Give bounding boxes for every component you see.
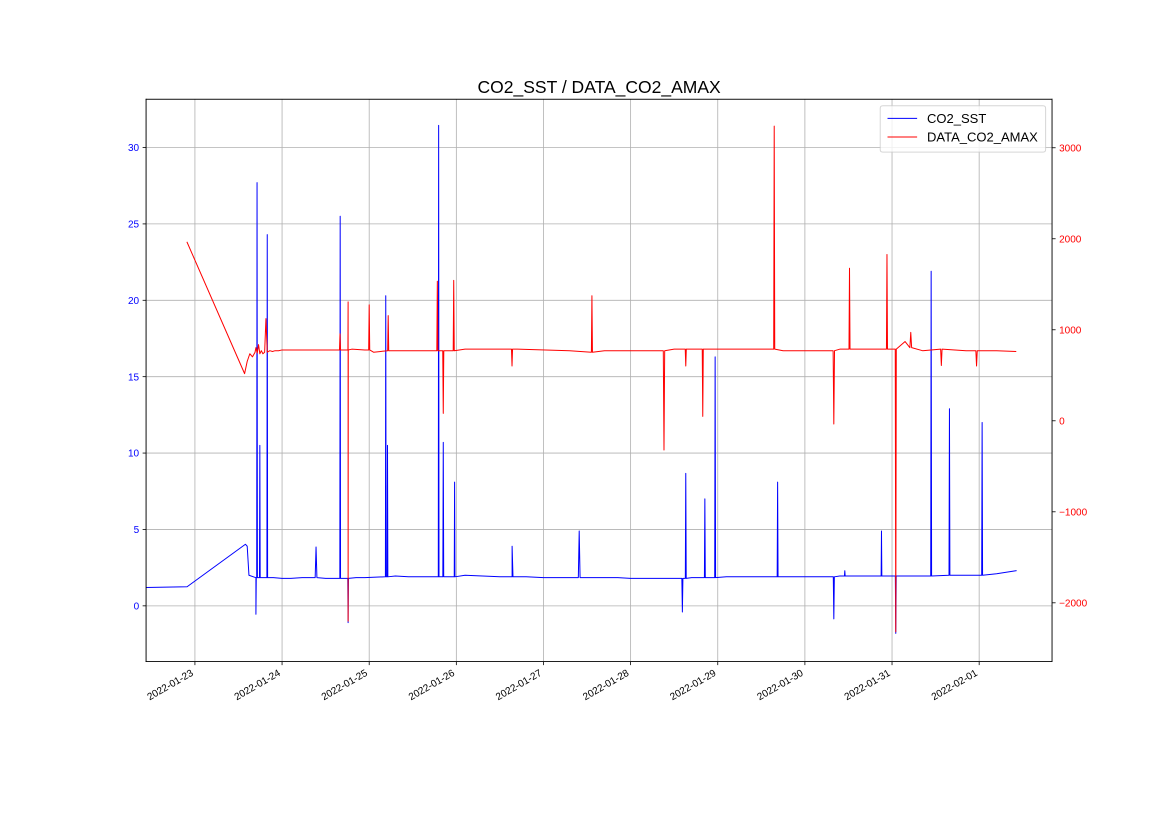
- svg-text:CO2_SST / DATA_CO2_AMAX: CO2_SST / DATA_CO2_AMAX: [478, 77, 721, 98]
- svg-text:−2000: −2000: [1059, 598, 1088, 609]
- svg-text:0: 0: [1059, 416, 1065, 427]
- svg-text:10: 10: [128, 449, 140, 460]
- svg-text:−1000: −1000: [1059, 507, 1088, 518]
- svg-text:CO2_SST: CO2_SST: [927, 111, 986, 126]
- svg-text:3000: 3000: [1059, 143, 1082, 154]
- svg-text:2000: 2000: [1059, 234, 1082, 245]
- svg-text:25: 25: [128, 220, 140, 231]
- svg-text:1000: 1000: [1059, 325, 1082, 336]
- svg-text:DATA_CO2_AMAX: DATA_CO2_AMAX: [927, 130, 1038, 145]
- svg-text:20: 20: [128, 296, 140, 307]
- svg-text:0: 0: [134, 601, 140, 612]
- svg-text:30: 30: [128, 143, 140, 154]
- svg-text:15: 15: [128, 372, 140, 383]
- svg-text:5: 5: [134, 525, 140, 536]
